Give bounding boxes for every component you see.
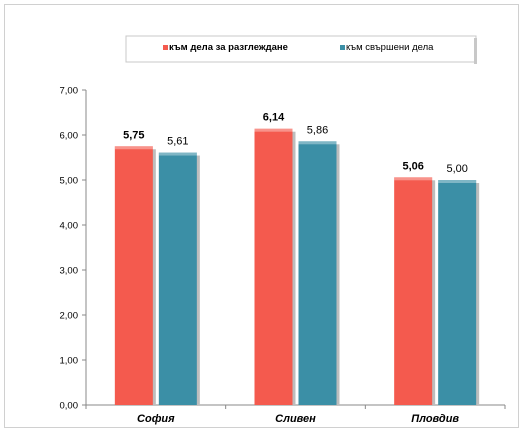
bar-highlight (394, 177, 433, 181)
x-tick-label: София (137, 413, 175, 425)
y-tick-label: 7,00 (60, 86, 79, 97)
bar (298, 141, 337, 406)
bar-highlight (114, 146, 153, 150)
legend-swatch-series-2 (340, 45, 345, 50)
x-tick-label: Сливен (275, 413, 316, 425)
y-tick-label: 0,00 (60, 401, 79, 412)
bar (254, 128, 293, 405)
y-tick-label: 1,00 (60, 356, 79, 367)
y-tick-label: 4,00 (60, 221, 79, 232)
y-tick-label: 6,00 (60, 131, 79, 142)
bar (438, 180, 477, 405)
bar-highlight (438, 180, 477, 183)
bar (394, 177, 433, 405)
y-tick-label: 5,00 (60, 176, 79, 187)
legend-swatch-series-1 (163, 45, 168, 50)
legend-label-series-2: към свършени дела (346, 42, 434, 53)
y-tick-label: 3,00 (60, 266, 79, 277)
bar-highlight (298, 141, 337, 145)
bar (158, 152, 197, 405)
chart-labels: София 5,75 5,61 Сливен 6,14 5,86 Пловдив 5,06 5,… (123, 112, 468, 425)
legend-label-series-1: към дела за разглеждане (169, 42, 288, 53)
data-label: 6,14 (263, 112, 285, 124)
data-label: 5,61 (167, 136, 188, 148)
bar-highlight (254, 128, 293, 132)
legend-box-shadow (474, 38, 477, 64)
data-label: 5,86 (307, 124, 328, 136)
data-label: 5,75 (123, 129, 144, 141)
data-label: 5,06 (402, 160, 423, 172)
bar-highlight (158, 152, 197, 156)
legend-box (125, 35, 477, 63)
chart-bars (114, 128, 480, 406)
bar (114, 146, 153, 405)
chart-legend: към дела за разглеждане към свършени дел… (125, 35, 477, 64)
x-tick-label: Пловдив (411, 413, 459, 425)
y-tick-label: 2,00 (60, 311, 79, 322)
data-label: 5,00 (446, 163, 467, 175)
